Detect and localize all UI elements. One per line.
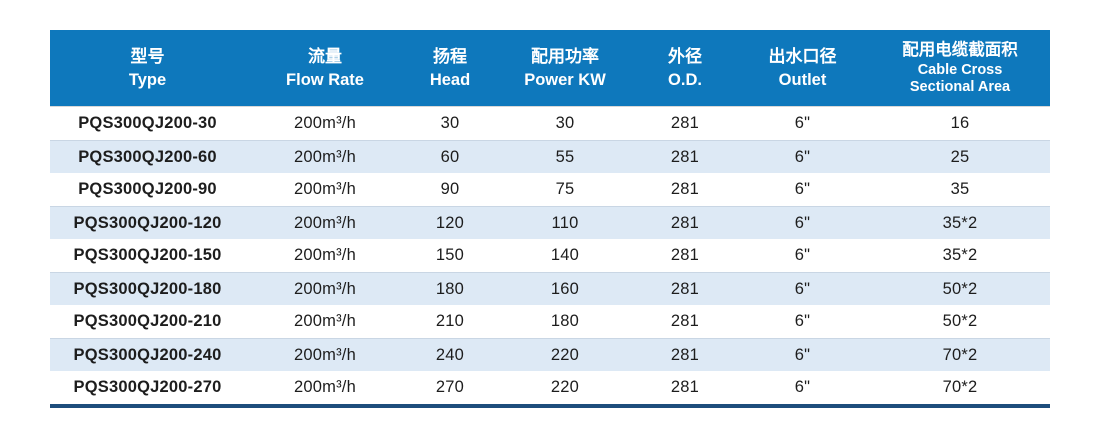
header-type-zh: 型号 [130, 46, 165, 66]
cell-cable: 50*2 [942, 312, 978, 330]
cell-head: 270 [435, 378, 465, 396]
cell-flow: 200m³/h [294, 312, 356, 330]
header-flow-rate-en: Flow Rate [286, 70, 364, 89]
table-bottom-rule [50, 404, 1050, 408]
cell-od: 281 [670, 345, 700, 364]
cell-outlet: 6" [794, 246, 811, 264]
cell-power: 140 [550, 246, 580, 264]
cell-outlet: 6" [794, 147, 811, 166]
table-row: PQS300QJ200-60 200m³/h 60 55 281 6" 25 [50, 140, 1050, 173]
header-cable-area: 配用电缆截面积 Cable Cross Sectional Area [870, 30, 1050, 106]
cell-head: 60 [440, 147, 460, 166]
header-power-kw: 配用功率 Power KW [495, 30, 635, 106]
header-outlet-en: Outlet [778, 70, 827, 89]
cell-cable: 70*2 [942, 378, 978, 396]
table-row: PQS300QJ200-150 200m³/h 150 140 281 6" 35*2 [50, 239, 1050, 272]
cell-flow: 200m³/h [294, 213, 356, 232]
cell-outlet: 6" [794, 378, 811, 396]
header-type: 型号 Type [50, 30, 245, 106]
cell-type: PQS300QJ200-180 [73, 279, 222, 298]
cell-cable: 35*2 [942, 213, 978, 232]
header-power-kw-en: Power KW [524, 70, 606, 89]
cell-od: 281 [670, 246, 700, 264]
cell-cable: 25 [950, 147, 970, 166]
table-row: PQS300QJ200-120 200m³/h 120 110 281 6" 35*2 [50, 206, 1050, 239]
cell-head: 210 [435, 312, 465, 330]
header-cable-area-zh: 配用电缆截面积 [902, 41, 1018, 60]
header-cable-area-en-line1: Cable Cross [917, 61, 1003, 78]
cell-head: 30 [440, 114, 460, 132]
cell-outlet: 6" [794, 345, 811, 364]
cell-cable: 35 [950, 180, 970, 198]
header-flow-rate-zh: 流量 [308, 46, 342, 66]
table-body: PQS300QJ200-30 200m³/h 30 30 281 6" 16 PQS300QJ… [50, 106, 1050, 404]
cell-cable: 35*2 [942, 246, 978, 264]
cell-od: 281 [670, 114, 700, 132]
header-head: 扬程 Head [405, 30, 495, 106]
cell-power: 55 [555, 147, 575, 166]
cell-flow: 200m³/h [294, 279, 356, 298]
cell-outlet: 6" [794, 213, 811, 232]
cell-type: PQS300QJ200-120 [73, 213, 222, 232]
cell-outlet: 6" [794, 279, 811, 298]
cell-flow: 200m³/h [294, 378, 356, 396]
cell-od: 281 [670, 180, 700, 198]
header-type-en: Type [128, 70, 167, 89]
header-power-kw-zh: 配用功率 [531, 46, 599, 66]
cell-head: 180 [435, 279, 465, 298]
cell-flow: 200m³/h [294, 180, 356, 198]
cell-power: 220 [550, 345, 580, 364]
cell-od: 281 [670, 147, 700, 166]
cell-power: 180 [550, 312, 580, 330]
cell-power: 75 [555, 180, 575, 198]
table-row: PQS300QJ200-270 200m³/h 270 220 281 6" 70*2 [50, 371, 1050, 404]
cell-head: 240 [435, 345, 465, 364]
cell-type: PQS300QJ200-60 [78, 147, 217, 166]
header-cable-area-en-line2: Sectional Area [909, 78, 1011, 95]
header-od-zh: 外径 [668, 46, 702, 66]
cell-od: 281 [670, 378, 700, 396]
cell-od: 281 [670, 213, 700, 232]
table-row: PQS300QJ200-90 200m³/h 90 75 281 6" 35 [50, 173, 1050, 206]
header-head-en: Head [429, 70, 471, 89]
table-row: PQS300QJ200-30 200m³/h 30 30 281 6" 16 [50, 107, 1050, 140]
cell-flow: 200m³/h [294, 246, 356, 264]
cell-type: PQS300QJ200-150 [73, 246, 222, 264]
cell-power: 110 [551, 213, 579, 232]
cell-type: PQS300QJ200-90 [78, 180, 217, 198]
cell-type: PQS300QJ200-270 [73, 378, 222, 396]
cell-type: PQS300QJ200-30 [78, 114, 217, 132]
table-row: PQS300QJ200-210 200m³/h 210 180 281 6" 50*2 [50, 305, 1050, 338]
cell-od: 281 [670, 312, 700, 330]
cell-outlet: 6" [794, 180, 811, 198]
cell-cable: 16 [950, 114, 970, 132]
table-row: PQS300QJ200-180 200m³/h 180 160 281 6" 50*2 [50, 272, 1050, 305]
cell-head: 120 [435, 213, 465, 232]
table-header-row: 型号 Type 流量 Flow Rate 扬程 Head 配用功率 Power … [50, 30, 1050, 106]
cell-outlet: 6" [794, 312, 811, 330]
cell-head: 90 [440, 180, 460, 198]
cell-cable: 70*2 [942, 345, 978, 364]
cell-type: PQS300QJ200-240 [73, 345, 222, 364]
cell-power: 160 [550, 279, 580, 298]
cell-type: PQS300QJ200-210 [73, 312, 222, 330]
table-row: PQS300QJ200-240 200m³/h 240 220 281 6" 70*2 [50, 338, 1050, 371]
cell-cable: 50*2 [942, 279, 978, 298]
header-head-zh: 扬程 [433, 46, 467, 66]
cell-flow: 200m³/h [294, 147, 356, 166]
header-outlet-zh: 出水口径 [768, 46, 837, 66]
cell-od: 281 [670, 279, 700, 298]
cell-flow: 200m³/h [294, 114, 356, 132]
cell-power: 30 [555, 114, 575, 132]
header-flow-rate: 流量 Flow Rate [245, 30, 405, 106]
cell-flow: 200m³/h [294, 345, 356, 364]
pump-spec-table: 型号 Type 流量 Flow Rate 扬程 Head 配用功率 Power … [50, 30, 1050, 408]
header-outlet: 出水口径 Outlet [735, 30, 870, 106]
cell-power: 220 [550, 378, 580, 396]
header-od: 外径 O.D. [635, 30, 735, 106]
cell-head: 150 [435, 246, 465, 264]
header-od-en: O.D. [668, 70, 702, 89]
cell-outlet: 6" [794, 114, 811, 132]
